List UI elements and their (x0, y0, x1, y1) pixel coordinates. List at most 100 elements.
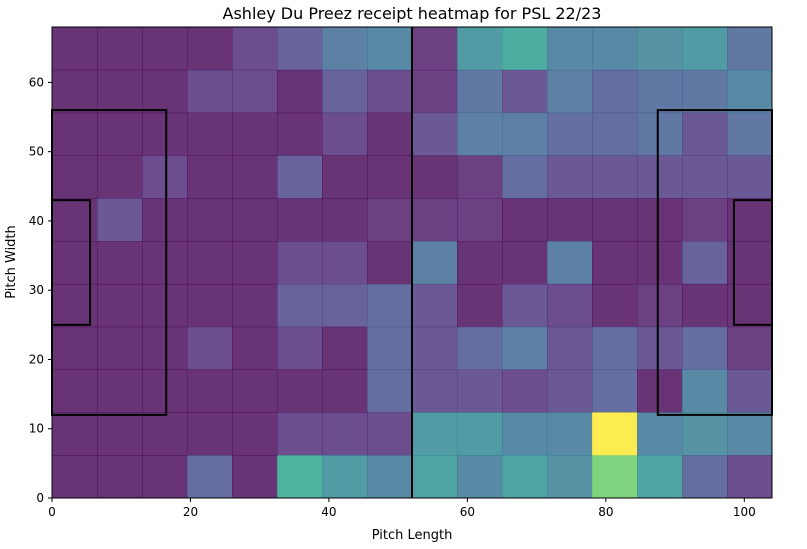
heatmap-cell (142, 198, 188, 242)
heatmap-cell (502, 412, 548, 456)
heatmap-cell (277, 241, 323, 285)
heatmap-cell (637, 69, 683, 114)
heatmap-cell (322, 369, 368, 413)
heatmap-cell (457, 241, 503, 285)
y-tick-label: 30 (29, 283, 44, 297)
x-tick-label: 0 (48, 505, 56, 519)
heatmap-cell (277, 27, 323, 71)
heatmap-cell (412, 27, 458, 71)
heatmap-cell (97, 69, 143, 114)
heatmap-cell (97, 241, 143, 285)
heatmap-cell (547, 198, 593, 242)
heatmap-cell (277, 112, 323, 156)
heatmap-cell (682, 69, 728, 114)
heatmap-cell (457, 326, 503, 371)
heatmap-cell (232, 198, 278, 242)
heatmap-cell (682, 112, 728, 156)
heatmap-cell (682, 369, 728, 413)
heatmap-cell (142, 69, 188, 114)
heatmap-cell (187, 155, 233, 199)
heatmap-cell (457, 369, 503, 413)
heatmap-cell (322, 69, 368, 114)
heatmap-cell (232, 69, 278, 114)
heatmap-cell (412, 241, 458, 285)
heatmap-cell (592, 241, 638, 285)
heatmap-cell (547, 455, 593, 499)
heatmap-cell (142, 27, 188, 71)
heatmap-cell (322, 27, 368, 71)
heatmap-cell (637, 369, 683, 413)
heatmap-cell (592, 69, 638, 114)
heatmap-cell (97, 112, 143, 156)
y-tick-label: 40 (29, 214, 44, 228)
heatmap-cell (457, 69, 503, 114)
heatmap-cell (682, 412, 728, 456)
heatmap-cell (502, 283, 548, 328)
heatmap-cell (727, 412, 773, 456)
heatmap-cell (412, 69, 458, 114)
heatmap-cell (277, 283, 323, 328)
heatmap-cell (142, 241, 188, 285)
heatmap-cell (367, 455, 413, 499)
heatmap-cell (322, 412, 368, 456)
heatmap-cell (187, 112, 233, 156)
chart-title: Ashley Du Preez receipt heatmap for PSL … (223, 4, 602, 23)
heatmap-cell (142, 112, 188, 156)
heatmap-cell (727, 69, 773, 114)
heatmap-cell (592, 198, 638, 242)
heatmap-cell (637, 326, 683, 371)
heatmap-cell (367, 369, 413, 413)
x-tick-label: 80 (598, 505, 613, 519)
heatmap-cell (592, 412, 638, 456)
x-tick-label: 20 (183, 505, 198, 519)
heatmap-cell (502, 455, 548, 499)
heatmap-cell (187, 455, 233, 499)
heatmap-cell (97, 369, 143, 413)
heatmap-cell (277, 369, 323, 413)
heatmap-cell (637, 412, 683, 456)
heatmap-cell (142, 369, 188, 413)
heatmap-cell (367, 326, 413, 371)
y-tick-label: 50 (29, 145, 44, 159)
heatmap-cell (457, 198, 503, 242)
heatmap-cell (277, 155, 323, 199)
heatmap-cell (547, 69, 593, 114)
heatmap-cell (592, 455, 638, 499)
heatmap-cell (592, 155, 638, 199)
heatmap-cell (547, 27, 593, 71)
heatmap-cell (592, 283, 638, 328)
heatmap-cell (367, 412, 413, 456)
heatmap-cell (502, 155, 548, 199)
heatmap-cell (637, 27, 683, 71)
heatmap-cell (682, 326, 728, 371)
heatmap-cell (187, 283, 233, 328)
heatmap-cell (682, 283, 728, 328)
x-tick-label: 100 (733, 505, 756, 519)
heatmap-cell (412, 283, 458, 328)
heatmap-cell (412, 112, 458, 156)
heatmap-cell (187, 412, 233, 456)
heatmap-cell (97, 455, 143, 499)
heatmap-cell (412, 326, 458, 371)
heatmap-cell (637, 198, 683, 242)
heatmap-cell (97, 283, 143, 328)
heatmap-cell (457, 155, 503, 199)
heatmap-cell (322, 198, 368, 242)
heatmap-cell (592, 112, 638, 156)
heatmap-cell (187, 27, 233, 71)
heatmap-cell (637, 241, 683, 285)
heatmap-cell (367, 112, 413, 156)
heatmap-cell (412, 198, 458, 242)
y-tick-label: 0 (36, 491, 44, 505)
heatmap-cell (322, 112, 368, 156)
heatmap-cell (232, 27, 278, 71)
heatmap-cell (322, 155, 368, 199)
heatmap-cell (97, 155, 143, 199)
heatmap-cell (232, 412, 278, 456)
heatmap-cell (727, 326, 773, 371)
heatmap-cell (502, 198, 548, 242)
heatmap-cell (592, 369, 638, 413)
heatmap-cell (52, 112, 98, 156)
heatmap-cell (502, 326, 548, 371)
heatmap-cell (97, 326, 143, 371)
